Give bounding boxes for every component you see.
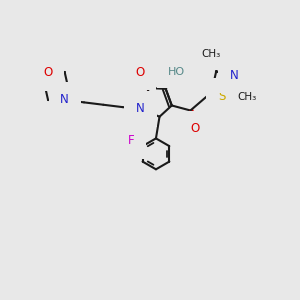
Text: N: N xyxy=(136,102,145,116)
Text: N: N xyxy=(230,69,238,82)
Text: CH₃: CH₃ xyxy=(202,49,221,59)
Text: HO: HO xyxy=(168,67,185,77)
Text: O: O xyxy=(44,66,53,79)
Text: F: F xyxy=(128,134,135,147)
Text: CH₃: CH₃ xyxy=(238,92,257,102)
Text: O: O xyxy=(190,122,200,135)
Text: N: N xyxy=(60,94,69,106)
Text: O: O xyxy=(135,66,145,79)
Text: S: S xyxy=(218,90,225,103)
